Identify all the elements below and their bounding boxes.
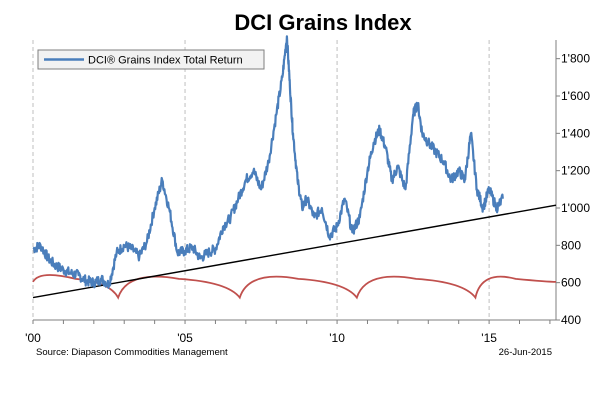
y-tick-label-6: 1'600 [561, 89, 590, 103]
y-tick-label-3: 1'000 [561, 201, 590, 215]
legend: DCI® Grains Index Total Return [37, 49, 265, 70]
x-tick-label-1: '05 [177, 331, 193, 345]
y-axis: 400 600 800 1'000 1'200 1'400 1'600 1'800 [555, 40, 590, 327]
grains-index-line [32, 35, 504, 289]
x-tick-label-0: '00 [25, 331, 41, 345]
x-tick-label-3: '15 [481, 331, 497, 345]
y-tick-label-0: 400 [561, 313, 581, 327]
legend-box [37, 49, 265, 70]
y-tick-label-5: 1'400 [561, 126, 590, 140]
y-tick-label-2: 800 [561, 238, 581, 252]
y-tick-label-4: 1'200 [561, 164, 590, 178]
series-layer [32, 35, 557, 300]
source-note: Source: Diapason Commodities Management [36, 347, 228, 358]
x-tick-label-2: '10 [329, 331, 345, 345]
vertical-gridlines [32, 40, 490, 320]
x-axis: '00 '05 '10 '15 [25, 319, 556, 345]
y-tick-label-7: 1'800 [561, 52, 590, 66]
date-note: 26-Jun-2015 [499, 347, 552, 358]
y-tick-label-1: 600 [561, 276, 581, 290]
cycle-arcs [32, 274, 557, 300]
chart-title: DCI Grains Index [234, 10, 412, 35]
legend-label: DCI® Grains Index Total Return [88, 55, 243, 67]
trend-line [32, 204, 557, 299]
